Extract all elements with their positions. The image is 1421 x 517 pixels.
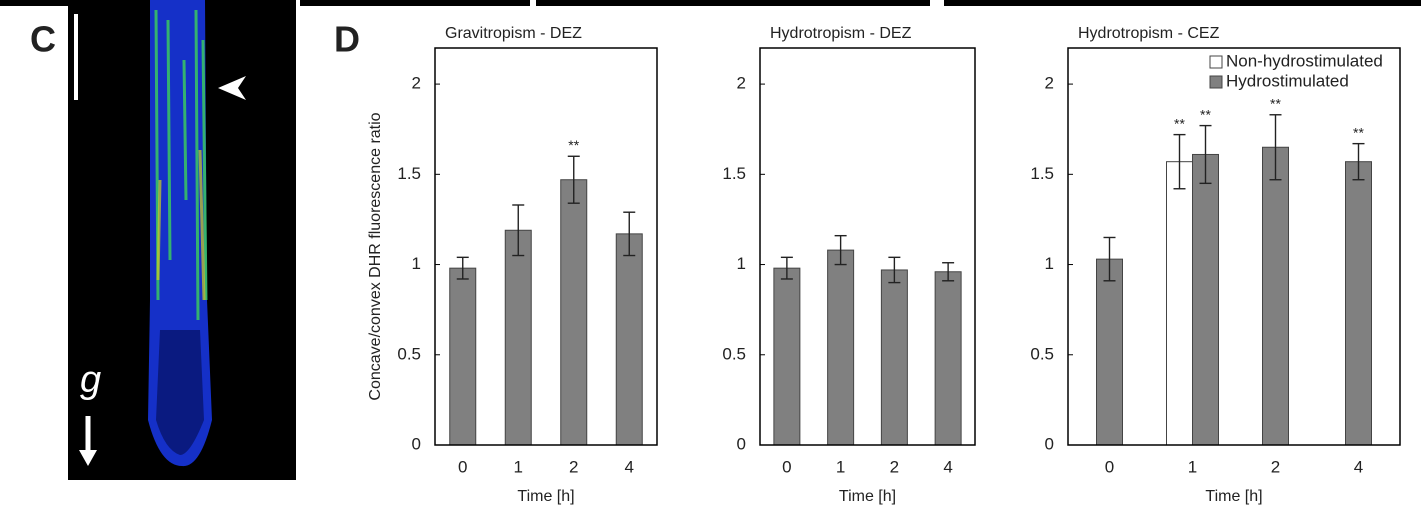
legend-swatch (1210, 56, 1222, 68)
y-tick-label: 0 (737, 434, 746, 453)
significance: ** (1200, 106, 1211, 122)
y-tick-label: 2 (737, 74, 746, 93)
bar (1263, 147, 1289, 445)
y-tick-label: 0 (1045, 434, 1054, 453)
panel-label: D (334, 19, 360, 60)
bar (935, 272, 961, 445)
y-tick-label: 2 (412, 74, 421, 93)
y-tick-label: 1 (412, 254, 421, 273)
x-tick-label: 1 (836, 457, 845, 476)
bar (505, 230, 531, 445)
y-tick-label: 1.5 (397, 164, 421, 183)
bar (1097, 259, 1123, 445)
x-tick-label: 2 (569, 457, 578, 476)
rule (944, 0, 1421, 6)
x-tick-label: 2 (890, 457, 899, 476)
y-tick-label: 1.5 (1030, 164, 1054, 183)
y-tick-label: 2 (1045, 74, 1054, 93)
x-tick-label: 2 (1271, 457, 1280, 476)
x-tick-label: 4 (943, 457, 952, 476)
y-tick-label: 0.5 (722, 344, 746, 363)
bar (1193, 154, 1219, 445)
bar (450, 268, 476, 445)
legend-label: Hydrostimulated (1226, 71, 1349, 90)
chart: Hydrotropism - CEZ Time [h] 0 0.5 1 1.5 2 0 1 ** *… (1030, 25, 1400, 505)
chart: Gravitropism - DEZ Concave/convex DHR flu… (367, 25, 657, 505)
y-tick-label: 0.5 (397, 344, 421, 363)
legend-swatch (1210, 76, 1222, 88)
y-tick-label: 1 (737, 254, 746, 273)
y-axis-label: Concave/convex DHR fluorescence ratio (367, 112, 384, 400)
y-tick-label: 1.5 (722, 164, 746, 183)
bar (616, 234, 642, 445)
root-image: g (68, 0, 296, 480)
bar (774, 268, 800, 445)
gravity-symbol: g (80, 359, 101, 401)
x-axis-label: Time [h] (839, 488, 896, 505)
rule (536, 0, 930, 6)
bar (1167, 162, 1193, 445)
panel-label: C (30, 19, 56, 60)
y-tick-label: 0.5 (1030, 344, 1054, 363)
chart-title: Hydrotropism - DEZ (770, 25, 912, 42)
legend-label: Non-hydrostimulated (1226, 51, 1383, 70)
significance: ** (1353, 124, 1364, 140)
bar (881, 270, 907, 445)
bar (828, 250, 854, 445)
chart-title: Hydrotropism - CEZ (1078, 25, 1220, 42)
y-tick-label: 1 (1045, 254, 1054, 273)
x-tick-label: 1 (514, 457, 523, 476)
figure: C D g Gravitropism - DEZ Concave/convex D… (0, 0, 1421, 512)
bar (1346, 162, 1372, 445)
x-tick-label: 1 (1188, 457, 1197, 476)
x-tick-label: 0 (782, 457, 791, 476)
x-tick-label: 4 (625, 457, 634, 476)
x-tick-label: 4 (1354, 457, 1363, 476)
x-axis-label: Time [h] (1205, 488, 1262, 505)
bar (561, 180, 587, 445)
significance: ** (1270, 95, 1281, 111)
significance: ** (1174, 115, 1185, 131)
significance: ** (568, 137, 579, 153)
x-axis-label: Time [h] (517, 488, 574, 505)
rule (300, 0, 530, 6)
chart-title: Gravitropism - DEZ (445, 25, 582, 42)
y-tick-label: 0 (412, 434, 421, 453)
x-tick-label: 0 (458, 457, 467, 476)
chart: Hydrotropism - DEZ Time [h] 0 0.5 1 1.5 2 0 1 2 4 (722, 25, 975, 505)
x-tick-label: 0 (1105, 457, 1114, 476)
